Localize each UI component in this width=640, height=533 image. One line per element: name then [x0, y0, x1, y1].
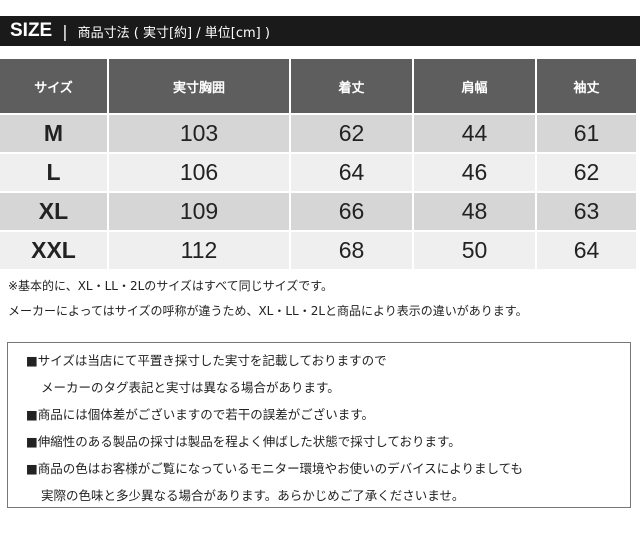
- column-header: 着丈: [291, 59, 412, 113]
- measurement-cell: 112: [109, 232, 289, 269]
- disclaimer-box: ■サイズは当店にて平置き採寸した実寸を記載しておりますので メーカーのタグ表記と…: [7, 342, 631, 508]
- measurement-cell: 64: [291, 154, 412, 191]
- measurement-cell: 66: [291, 193, 412, 230]
- table-row: M 103 62 44 61: [0, 115, 636, 152]
- measurement-cell: 61: [537, 115, 636, 152]
- measurement-cell: 48: [414, 193, 535, 230]
- subtitle: 商品寸法 ( 実寸[約] / 単位[cm] ): [77, 25, 270, 41]
- disclaimer-line: ■伸縮性のある製品の採寸は製品を程よく伸ばした状態で採寸しております。: [26, 434, 461, 449]
- size-title: SIZE: [10, 20, 53, 41]
- column-header: 肩幅: [414, 59, 535, 113]
- size-cell: M: [0, 115, 107, 152]
- measurement-cell: 63: [537, 193, 636, 230]
- measurement-cell: 64: [537, 232, 636, 269]
- measurement-cell: 50: [414, 232, 535, 269]
- table-row: L 106 64 46 62: [0, 154, 636, 191]
- size-cell: XL: [0, 193, 107, 230]
- section-header: SIZE | 商品寸法 ( 実寸[約] / 単位[cm] ): [0, 16, 640, 46]
- size-cell: XXL: [0, 232, 107, 269]
- note-line: ※基本的に、XL・LL・2Lのサイズはすべて同じサイズです。: [8, 279, 334, 293]
- measurement-cell: 106: [109, 154, 289, 191]
- measurement-cell: 62: [537, 154, 636, 191]
- measurement-cell: 109: [109, 193, 289, 230]
- disclaimer-line: ■商品には個体差がございますので若干の誤差がございます。: [26, 407, 375, 422]
- size-cell: L: [0, 154, 107, 191]
- size-notes: ※基本的に、XL・LL・2Lのサイズはすべて同じサイズです。 メーカーによっては…: [8, 274, 528, 324]
- size-table: サイズ 実寸胸囲 着丈 肩幅 袖丈 M 103 62 44 61 L 106 64 46 62 XL…: [0, 57, 638, 271]
- measurement-cell: 68: [291, 232, 412, 269]
- disclaimer-line: 実際の色味と多少異なる場合があります。あらかじめご了承くださいませ。: [41, 488, 465, 503]
- disclaimer-line: ■サイズは当店にて平置き採寸した実寸を記載しておりますので: [26, 353, 387, 368]
- separator: |: [62, 21, 68, 41]
- measurement-cell: 44: [414, 115, 535, 152]
- measurement-cell: 103: [109, 115, 289, 152]
- column-header: 袖丈: [537, 59, 636, 113]
- table-row: XL 109 66 48 63: [0, 193, 636, 230]
- disclaimer-line: ■商品の色はお客様がご覧になっているモニター環境やお使いのデバイスによりましても: [26, 461, 524, 476]
- note-line: メーカーによってはサイズの呼称が違うため、XL・LL・2Lと商品により表示の違い…: [8, 304, 528, 318]
- column-header: 実寸胸囲: [109, 59, 289, 113]
- disclaimer-line: メーカーのタグ表記と実寸は異なる場合があります。: [41, 380, 340, 395]
- table-row: XXL 112 68 50 64: [0, 232, 636, 269]
- table-header-row: サイズ 実寸胸囲 着丈 肩幅 袖丈: [0, 59, 636, 113]
- measurement-cell: 62: [291, 115, 412, 152]
- measurement-cell: 46: [414, 154, 535, 191]
- column-header: サイズ: [0, 59, 107, 113]
